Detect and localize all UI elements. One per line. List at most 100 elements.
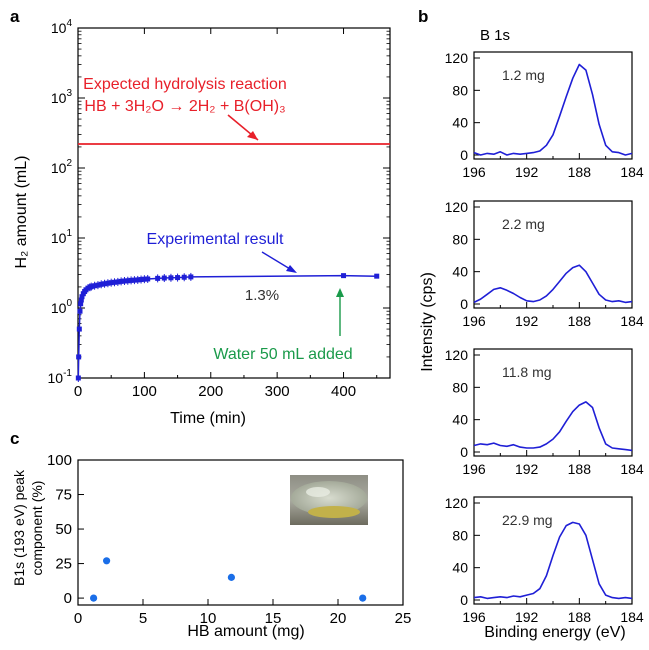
panel-c-letter: c (10, 429, 19, 448)
panel-a-ytick-label: 103 (51, 88, 73, 106)
spectrum-ytick-label: 0 (460, 147, 468, 163)
spectrum-xtick-label: 196 (462, 313, 486, 329)
spectrum-ytick-label: 0 (460, 592, 468, 608)
spectrum-ytick-label: 120 (445, 50, 469, 66)
experimental-point (341, 273, 347, 279)
spectrum-ytick-label: 40 (452, 264, 468, 280)
panel-c-xtick-label: 25 (395, 610, 412, 627)
spectrum-xtick-label: 184 (620, 609, 644, 625)
spectrum-xtick-label: 196 (462, 461, 486, 477)
spectrum-ytick-label: 0 (460, 296, 468, 312)
panel-c-xtick-label: 15 (265, 610, 282, 627)
panel-b-xlabel: Binding energy (eV) (484, 624, 625, 641)
panel-c-ylabel-line2: component (%) (29, 481, 45, 576)
panel-a-axes: 0 100 200 300 400 10-1 100 101 102 103 104 (48, 18, 391, 400)
panel-a: a 0 100 200 300 400 10-1 100 101 102 103 104 Expec… (10, 7, 391, 427)
panel-c-ytick-label: 25 (55, 556, 72, 573)
panel-c-axes: 0 5 10 15 20 25 0 25 50 75 100 (47, 452, 411, 627)
spectrum-xtick-label: 184 (620, 461, 644, 477)
spectrum-ytick-label: 120 (445, 199, 469, 215)
spectrum-ytick-label: 80 (452, 231, 468, 247)
spectrum-label: 1.2 mg (502, 67, 545, 83)
panel-a-letter: a (10, 7, 20, 26)
panel-a-xtick-label: 0 (74, 383, 82, 400)
spectrum-xtick-label: 192 (515, 609, 539, 625)
spectrum-ytick-label: 80 (452, 82, 468, 98)
spectrum-label: 22.9 mg (502, 512, 553, 528)
panel-c-ylabel-line1: B1s (193 eV) peak (11, 469, 27, 586)
experimental-label: Experimental result (147, 231, 285, 248)
panel-c-marks (90, 557, 367, 602)
spectrum-xtick-label: 184 (620, 313, 644, 329)
spectrum-frame (473, 51, 633, 160)
percent-label: 1.3% (245, 287, 279, 304)
spectrum-xtick-label: 188 (568, 461, 592, 477)
spectrum-ytick-label: 80 (452, 379, 468, 395)
panel-a-ytick-label: 102 (51, 158, 73, 176)
spectrum-xtick-label: 196 (462, 609, 486, 625)
panel-c-xtick-label: 5 (139, 610, 147, 627)
spectrum-ytick-label: 120 (445, 495, 469, 511)
spectrum-xtick-label: 188 (568, 609, 592, 625)
spectrum-ytick-label: 80 (452, 527, 468, 543)
panel-c-xtick-label: 20 (330, 610, 347, 627)
spectrum-ytick-label: 120 (445, 347, 469, 363)
spectrum-line (473, 264, 633, 304)
panel-c: c 0 5 10 15 20 25 0 25 50 75 100 HB amount (mg) B1… (10, 429, 411, 640)
spectrum-xtick-label: 192 (515, 461, 539, 477)
panel-a-ytick-label: 101 (51, 228, 73, 246)
expected-reaction-equation: HB + 3H₂O → 2H₂ + B(OH)₃ (84, 98, 285, 115)
panel-a-frame (77, 27, 391, 379)
panel-c-frame (77, 459, 404, 606)
inset-photo (290, 475, 368, 525)
panel-b-axes: 0 40 80 120 196 192 188 184 0 40 80 120 196 192 188 184… (445, 50, 644, 625)
panel-a-xtick-label: 100 (132, 383, 157, 400)
spectrum-xtick-label: 188 (568, 313, 592, 329)
panel-c-ytick-label: 100 (47, 452, 72, 469)
panel-a-xtick-label: 400 (331, 383, 356, 400)
experimental-arrowhead (286, 265, 297, 273)
spectrum-line (473, 401, 633, 452)
scatter-point (227, 573, 235, 581)
water-arrowhead (336, 288, 344, 297)
scatter-point (103, 557, 111, 565)
spectrum-ytick-label: 40 (452, 412, 468, 428)
spectrum-xtick-label: 188 (568, 164, 592, 180)
scatter-point (359, 594, 367, 602)
panel-a-xlabel: Time (min) (170, 410, 246, 427)
panel-c-xtick-label: 0 (74, 610, 82, 627)
spectrum-label: 2.2 mg (502, 216, 545, 232)
panel-c-ytick-label: 50 (55, 521, 72, 538)
panel-c-xtick-label: 10 (200, 610, 217, 627)
water-label: Water 50 mL added (213, 346, 352, 363)
panel-a-marks (75, 143, 390, 382)
spectrum-label: 11.8 mg (502, 364, 552, 380)
spectrum-ytick-label: 0 (460, 444, 468, 460)
panel-a-ytick-label: 100 (51, 298, 73, 316)
spectrum-frame (473, 200, 633, 309)
spectrum-xtick-label: 184 (620, 164, 644, 180)
spectrum-ytick-label: 40 (452, 560, 468, 576)
spectrum-line (473, 521, 633, 600)
experimental-point (374, 273, 380, 279)
spectrum-xtick-label: 196 (462, 164, 486, 180)
spectrum-ytick-label: 40 (452, 115, 468, 131)
panel-a-xtick-label: 300 (265, 383, 290, 400)
panel-a-ylabel: H₂ amount (mL) (13, 156, 30, 269)
scatter-point (90, 594, 98, 602)
panel-a-ytick-label: 104 (51, 18, 73, 36)
spectrum-xtick-label: 192 (515, 164, 539, 180)
spectrum-frame (473, 496, 633, 605)
expected-arrowhead (247, 131, 258, 140)
panel-b: b B 1s 0 40 80 120 196 192 188 184 0 40 80 120 196 19… (418, 7, 644, 641)
panel-b-title: B 1s (480, 27, 510, 44)
panel-a-ytick-label: 10-1 (48, 368, 73, 386)
spectrum-xtick-label: 192 (515, 313, 539, 329)
panel-c-xlabel: HB amount (mg) (187, 623, 304, 640)
panel-c-ytick-label: 75 (55, 487, 72, 504)
expected-reaction-title: Expected hydrolysis reaction (83, 76, 287, 93)
spectrum-line (473, 63, 633, 156)
panel-a-xtick-label: 200 (198, 383, 223, 400)
panel-b-ylabel: Intensity (cps) (419, 272, 436, 372)
